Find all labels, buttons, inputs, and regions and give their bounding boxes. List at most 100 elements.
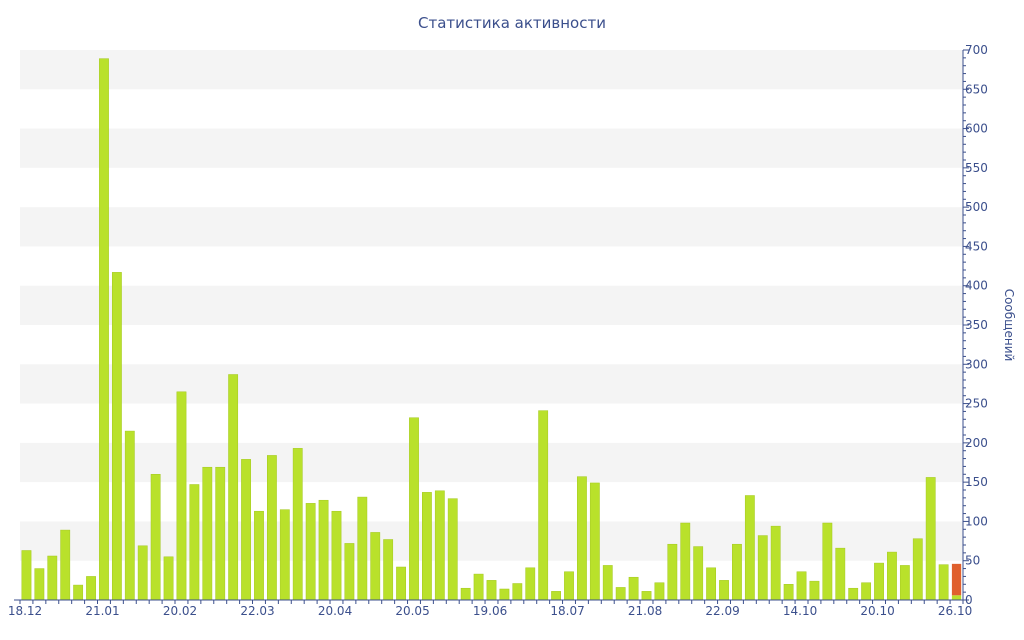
y-tick-label: 50	[965, 554, 980, 568]
bar	[693, 546, 704, 601]
bar-current-base	[951, 595, 962, 600]
bar	[279, 509, 290, 601]
x-axis: 18.12 21.01 20.02 22.03 20.04 20.05 19.06 18.07…	[8, 599, 972, 618]
bar	[241, 459, 251, 601]
x-tick-label: 19.06	[473, 604, 507, 618]
y-tick-label: 700	[965, 43, 988, 57]
bar	[938, 564, 949, 601]
bar	[912, 538, 923, 601]
bar	[887, 551, 897, 601]
bar	[706, 567, 717, 601]
bar	[589, 482, 600, 601]
y-tick-label: 550	[965, 161, 988, 175]
bar	[331, 510, 342, 601]
y-tick-label: 600	[965, 122, 988, 136]
x-tick-label: 20.05	[395, 604, 429, 618]
bar	[757, 535, 768, 601]
bar	[732, 543, 742, 601]
grid-band	[20, 442, 963, 483]
bar	[434, 490, 445, 601]
bar	[770, 525, 781, 601]
bar	[21, 550, 32, 601]
x-tick-label: 21.01	[85, 604, 119, 618]
y-axis: 0 50 100 150 200 250 300 350 400 450 500 550 600 650 7…	[962, 43, 988, 607]
y-tick-label: 150	[965, 475, 988, 489]
bar	[499, 588, 510, 601]
bar	[305, 503, 316, 601]
bar	[292, 448, 303, 601]
bar	[473, 573, 484, 601]
y-tick-label: 500	[965, 200, 988, 214]
bar	[615, 587, 626, 601]
x-tick-label: 18.07	[550, 604, 584, 618]
bar	[874, 562, 884, 601]
y-tick-label: 400	[965, 279, 988, 293]
grid-band	[20, 285, 963, 325]
y-tick-label: 200	[965, 436, 988, 450]
y-tick-label: 250	[965, 397, 988, 411]
bar	[667, 543, 678, 601]
bar	[124, 430, 135, 601]
bar	[654, 582, 665, 601]
x-tick-label: 20.02	[163, 604, 197, 618]
bar-series	[21, 58, 962, 601]
grid-band	[20, 364, 963, 404]
bar	[538, 410, 549, 601]
bar	[447, 498, 458, 601]
bar	[383, 539, 394, 601]
bar	[344, 543, 355, 601]
bar	[577, 476, 587, 601]
bar	[60, 529, 71, 601]
bar	[809, 580, 820, 601]
grid-band	[20, 50, 963, 90]
bar	[512, 583, 523, 601]
bar	[564, 571, 574, 601]
bar	[370, 532, 381, 601]
bar	[680, 522, 691, 601]
bar	[215, 466, 226, 601]
bar	[47, 555, 58, 601]
bar	[744, 495, 755, 601]
bar	[73, 584, 84, 601]
bar	[266, 455, 277, 601]
x-tick-label: 14.10	[783, 604, 817, 618]
bar	[628, 576, 639, 601]
bar	[86, 576, 96, 601]
bar	[925, 477, 936, 601]
x-tick-label: 20.04	[318, 604, 352, 618]
grid-band	[20, 128, 963, 168]
bar	[111, 272, 122, 601]
x-tick-label: 18.12	[8, 604, 42, 618]
bar	[99, 58, 109, 601]
y-tick-label: 0	[965, 593, 973, 607]
bar	[460, 587, 471, 601]
bar	[783, 584, 794, 601]
bar	[861, 582, 872, 601]
bar	[796, 571, 807, 601]
bar	[176, 391, 187, 601]
bar	[150, 474, 161, 601]
bar	[899, 565, 910, 601]
bar	[486, 580, 497, 601]
bar	[137, 545, 148, 601]
y-tick-label: 450	[965, 239, 988, 253]
bar	[318, 499, 329, 601]
bar	[396, 566, 406, 601]
bar	[602, 565, 613, 601]
bar	[822, 522, 833, 601]
bar	[641, 591, 652, 601]
chart-title: Статистика активности	[418, 14, 606, 32]
y-tick-label: 650	[965, 82, 988, 96]
bar	[254, 510, 264, 601]
bar	[163, 556, 174, 601]
y-tick-label: 100	[965, 514, 988, 528]
bar-current	[951, 563, 962, 596]
bar	[719, 580, 729, 601]
bar	[551, 591, 561, 601]
bar	[228, 374, 239, 601]
y-tick-label: 350	[965, 318, 988, 332]
y-axis-label: Сообщений	[1002, 289, 1016, 362]
x-tick-label: 22.09	[705, 604, 739, 618]
bar	[357, 496, 368, 601]
